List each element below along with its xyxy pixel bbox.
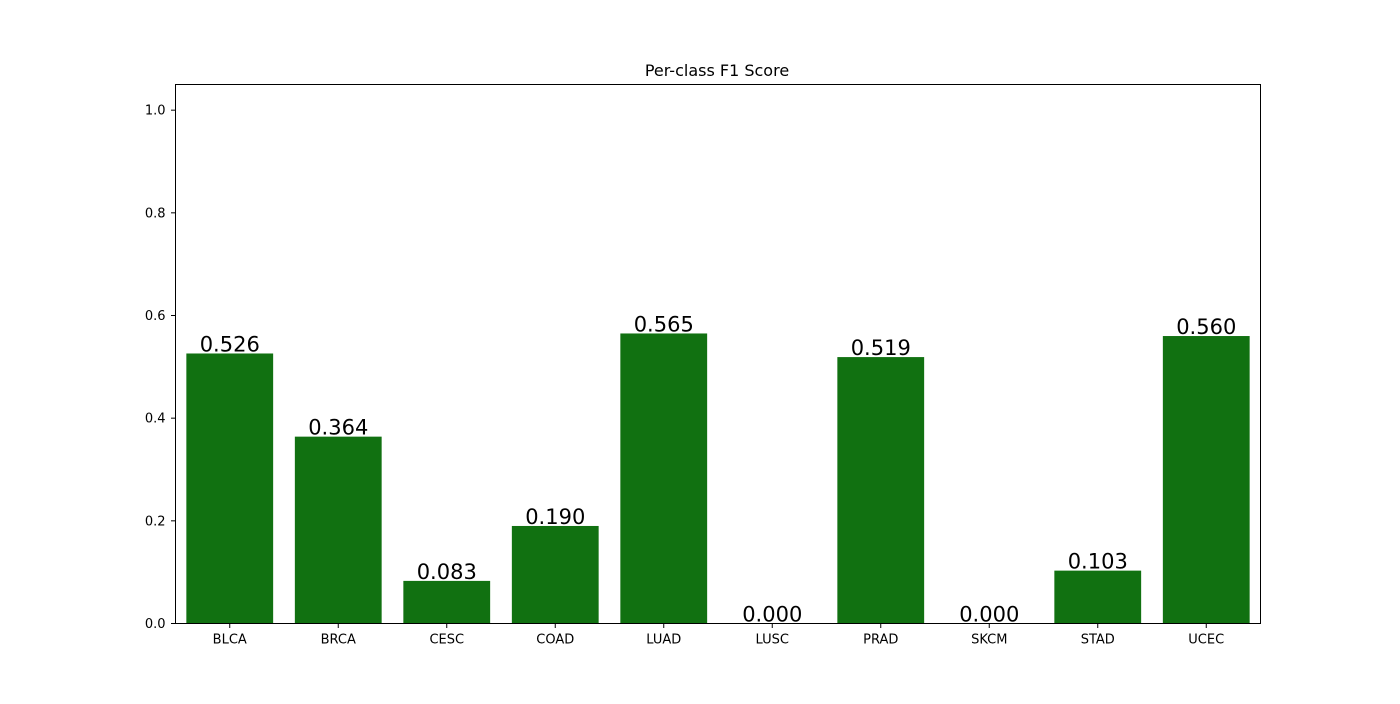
y-tick-label: 0.0	[145, 617, 166, 632]
bar-stad	[1054, 570, 1142, 624]
x-axis: BLCA BRCA CESC COAD LUAD LUSC PRAD SKCM STAD UCEC	[213, 623, 1224, 648]
bar-value-label: 0.083	[417, 560, 477, 584]
bar-value-label: 0.526	[200, 332, 260, 356]
bar-value-label: 0.519	[851, 336, 911, 360]
bar-value-label: 0.364	[308, 416, 368, 440]
y-tick-label: 0.8	[145, 206, 166, 221]
bar-brca	[294, 436, 382, 624]
x-tick-label: LUSC	[756, 633, 789, 648]
plot-frame	[175, 84, 1261, 624]
x-tick-label: UCEC	[1188, 633, 1224, 648]
x-tick-label: COAD	[536, 633, 574, 648]
bar-value-label: 0.565	[634, 312, 694, 336]
x-tick-label: LUAD	[646, 633, 681, 648]
y-tick-label: 0.2	[145, 514, 166, 529]
bar-value-label: 0.103	[1068, 550, 1128, 574]
chart-title: Per-class F1 Score	[645, 61, 789, 80]
bar-value-label: 0.190	[525, 505, 585, 529]
bar-cesc	[403, 580, 491, 624]
bars	[186, 333, 1250, 624]
bar-value-labels: 0.526 0.364 0.083 0.190 0.565 0.000 0.519 0.000…	[200, 312, 1237, 626]
x-tick-label: PRAD	[863, 633, 898, 648]
bar-value-label: 0.560	[1176, 315, 1236, 339]
y-tick-label: 1.0	[145, 104, 166, 119]
x-tick-label: BLCA	[213, 633, 247, 648]
x-tick-label: CESC	[429, 633, 464, 648]
y-tick-label: 0.6	[145, 309, 166, 324]
bar-ucec	[1162, 336, 1250, 624]
bar-coad	[511, 525, 599, 624]
bar-value-label: 0.000	[742, 603, 802, 627]
x-tick-label: STAD	[1081, 633, 1115, 648]
y-axis: 0.0 0.2 0.4 0.6 0.8 1.0	[145, 104, 176, 632]
bar-blca	[186, 353, 274, 624]
bar-prad	[837, 357, 925, 624]
y-tick-label: 0.4	[145, 412, 166, 427]
bar-luad	[620, 333, 708, 624]
bar-value-label: 0.000	[959, 603, 1019, 627]
x-tick-label: SKCM	[971, 633, 1007, 648]
x-tick-label: BRCA	[321, 633, 356, 648]
